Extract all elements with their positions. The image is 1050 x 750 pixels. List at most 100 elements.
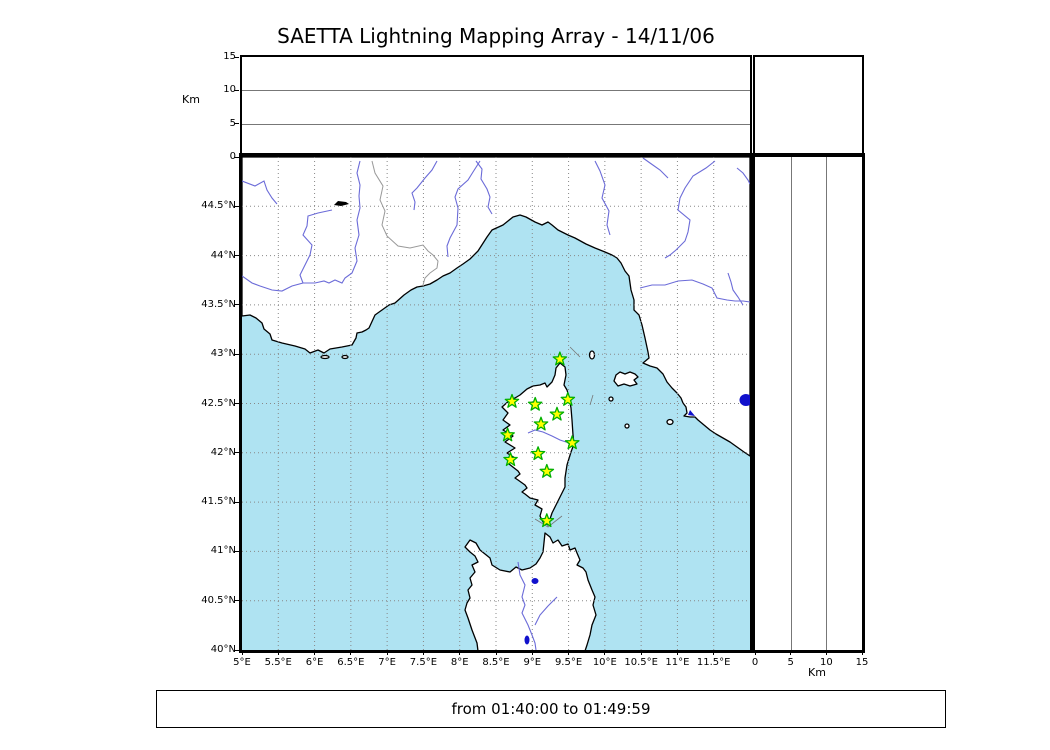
altitude-tick-label-right: 0	[751, 657, 759, 668]
giglio-island	[666, 418, 674, 426]
lon-tick-mark	[241, 650, 243, 655]
lat-tick-mark	[234, 600, 239, 602]
lon-tick-label: 7.5°E	[409, 657, 438, 668]
station-star-marker	[560, 391, 576, 406]
lat-tick-mark	[234, 452, 239, 454]
station-star-marker	[539, 463, 555, 478]
station-star-marker	[539, 513, 555, 528]
altitude-tick-mark-right	[825, 650, 827, 655]
map-grid-layer	[242, 157, 750, 650]
station-star-marker	[530, 446, 546, 461]
lat-tick-label: 41.5°N	[201, 496, 236, 508]
altitude-gridline	[242, 123, 750, 125]
altitude-unit-label-top: Km	[182, 93, 200, 106]
lake-layer	[334, 201, 750, 645]
lon-tick-mark	[495, 650, 497, 655]
lon-tick-label: 7°E	[378, 657, 396, 668]
lat-tick-mark	[234, 255, 239, 257]
altitude-unit-label-right: Km	[808, 666, 826, 679]
station-star-marker	[533, 416, 549, 431]
river-layer	[242, 157, 750, 650]
corner-panel	[753, 55, 864, 159]
lon-tick-label: 10°E	[592, 657, 617, 668]
altitude-tick-label-top: 10	[223, 84, 236, 96]
altitude-tick-label-right: 5	[787, 657, 794, 668]
thick-divider-line	[239, 153, 865, 157]
hyeres-island-east	[341, 354, 349, 360]
lon-tick-label: 11.5°E	[696, 657, 731, 668]
coastline-layer	[242, 157, 750, 650]
country-border-layer	[371, 160, 439, 286]
station-star-marker	[549, 406, 565, 421]
station-star-marker	[500, 427, 515, 442]
altitude-tick-mark-top	[234, 123, 239, 125]
lat-tick-label: 42.5°N	[201, 397, 236, 409]
station-star-marker	[503, 452, 518, 467]
lon-tick-mark	[277, 650, 279, 655]
lat-tick-mark	[234, 205, 239, 207]
misc-line-layer	[534, 346, 594, 528]
lon-tick-mark	[459, 650, 461, 655]
lon-tick-label: 5.5°E	[264, 657, 292, 668]
station-star-marker	[552, 351, 568, 366]
lake-serre-poncon	[334, 201, 349, 206]
lon-tick-mark	[713, 650, 715, 655]
pianosa-island	[608, 396, 614, 402]
lon-tick-label: 6°E	[305, 657, 324, 668]
altitude-tick-mark-top	[234, 156, 239, 158]
station-star-marker	[504, 393, 520, 408]
lon-tick-mark	[350, 650, 352, 655]
lat-tick-label: 40°N	[210, 644, 236, 655]
lat-tick-mark	[234, 353, 239, 355]
altitude-tick-label-top: 5	[229, 117, 236, 129]
station-star-marker	[564, 435, 580, 450]
lon-tick-mark	[531, 650, 533, 655]
altitude-gridline	[242, 90, 750, 92]
lat-tick-label: 40.5°N	[201, 594, 236, 606]
lat-tick-label: 43.5°N	[201, 298, 236, 310]
map-panel	[239, 154, 753, 653]
lat-tick-mark	[234, 304, 239, 306]
altitude-tick-label-right: 15	[855, 657, 869, 668]
montecristo-island	[624, 423, 630, 429]
altitude-longitude-panel	[240, 55, 752, 159]
mainland-coast	[242, 157, 750, 457]
time-range-box: from 01:40:00 to 01:49:59	[156, 690, 946, 728]
altitude-tick-label-right: 10	[819, 657, 833, 668]
sardinia-coast	[464, 532, 597, 650]
lon-tick-mark	[422, 650, 424, 655]
lon-tick-mark	[676, 650, 678, 655]
lon-tick-label: 10.5°E	[624, 657, 658, 668]
lon-tick-label: 9.5°E	[554, 657, 583, 668]
altitude-gridline	[826, 157, 828, 650]
altitude-tick-label-top: 0	[229, 151, 236, 162]
lat-tick-mark	[234, 550, 239, 552]
lat-tick-label: 41°N	[210, 545, 236, 557]
lon-tick-mark	[314, 650, 316, 655]
altitude-tick-mark-right	[861, 650, 863, 655]
station-markers-layer	[500, 351, 580, 528]
lat-tick-label: 43°N	[210, 348, 236, 360]
lat-tick-label: 42°N	[210, 446, 236, 458]
lon-tick-label: 9°E	[523, 657, 542, 668]
lon-tick-mark	[640, 650, 642, 655]
elba-island	[613, 371, 639, 387]
lat-tick-mark	[234, 403, 239, 404]
lake-sardinia-north	[531, 578, 539, 584]
altitude-tick-mark-right	[790, 650, 792, 655]
lon-tick-mark	[386, 650, 388, 655]
station-star-marker	[527, 396, 543, 411]
altitude-tick-label-top: 15	[223, 51, 236, 62]
lagoon-orbetello	[688, 410, 695, 416]
lat-tick-mark	[234, 501, 239, 503]
lon-tick-label: 8°E	[450, 657, 469, 668]
altitude-tick-mark-right	[754, 650, 756, 655]
lake-bolsena	[739, 394, 750, 406]
lon-tick-label: 5°E	[233, 657, 251, 668]
lon-tick-mark	[568, 650, 570, 655]
hyeres-island-west	[320, 354, 330, 360]
altitude-tick-mark-top	[234, 89, 239, 91]
lake-sardinia-south	[524, 635, 530, 645]
lat-tick-label: 44°N	[210, 249, 236, 261]
